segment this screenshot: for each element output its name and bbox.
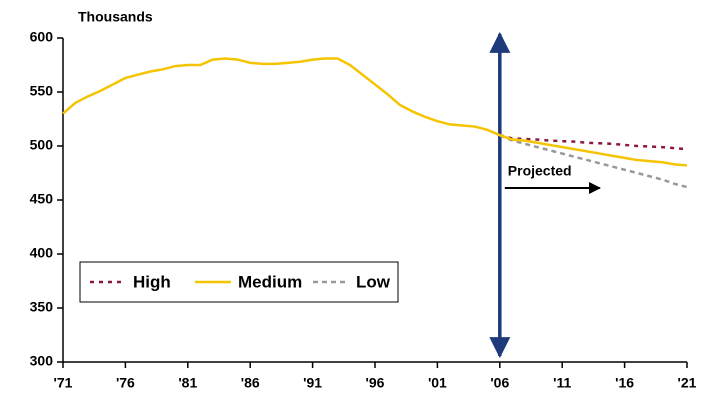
x-tick-label: '11 (553, 375, 571, 391)
y-tick-label: 300 (30, 353, 54, 369)
legend-label: Low (356, 272, 391, 291)
x-tick-label: '21 (678, 375, 697, 391)
y-tick-label: 500 (30, 137, 54, 153)
y-tick-label: 400 (30, 245, 54, 261)
x-tick-label: '86 (241, 375, 260, 391)
x-tick-label: '91 (303, 375, 322, 391)
legend-label: High (133, 272, 171, 291)
x-tick-label: '81 (178, 375, 197, 391)
y-tick-label: 600 (30, 29, 54, 45)
annotation: Projected (508, 163, 572, 179)
legend-label: Medium (238, 272, 302, 291)
x-tick-label: '01 (428, 375, 447, 391)
series-line (499, 133, 688, 151)
y-tick-label: 350 (30, 299, 54, 315)
x-tick-label: '06 (490, 375, 509, 391)
y-tick-label: 450 (30, 191, 54, 207)
series-line (62, 57, 688, 167)
x-tick-label: '76 (116, 375, 135, 391)
y-axis-label: Thousands (78, 9, 153, 25)
x-tick-label: '71 (54, 375, 73, 391)
y-tick-label: 550 (30, 83, 54, 99)
x-tick-label: '16 (615, 375, 634, 391)
x-tick-label: '96 (366, 375, 385, 391)
